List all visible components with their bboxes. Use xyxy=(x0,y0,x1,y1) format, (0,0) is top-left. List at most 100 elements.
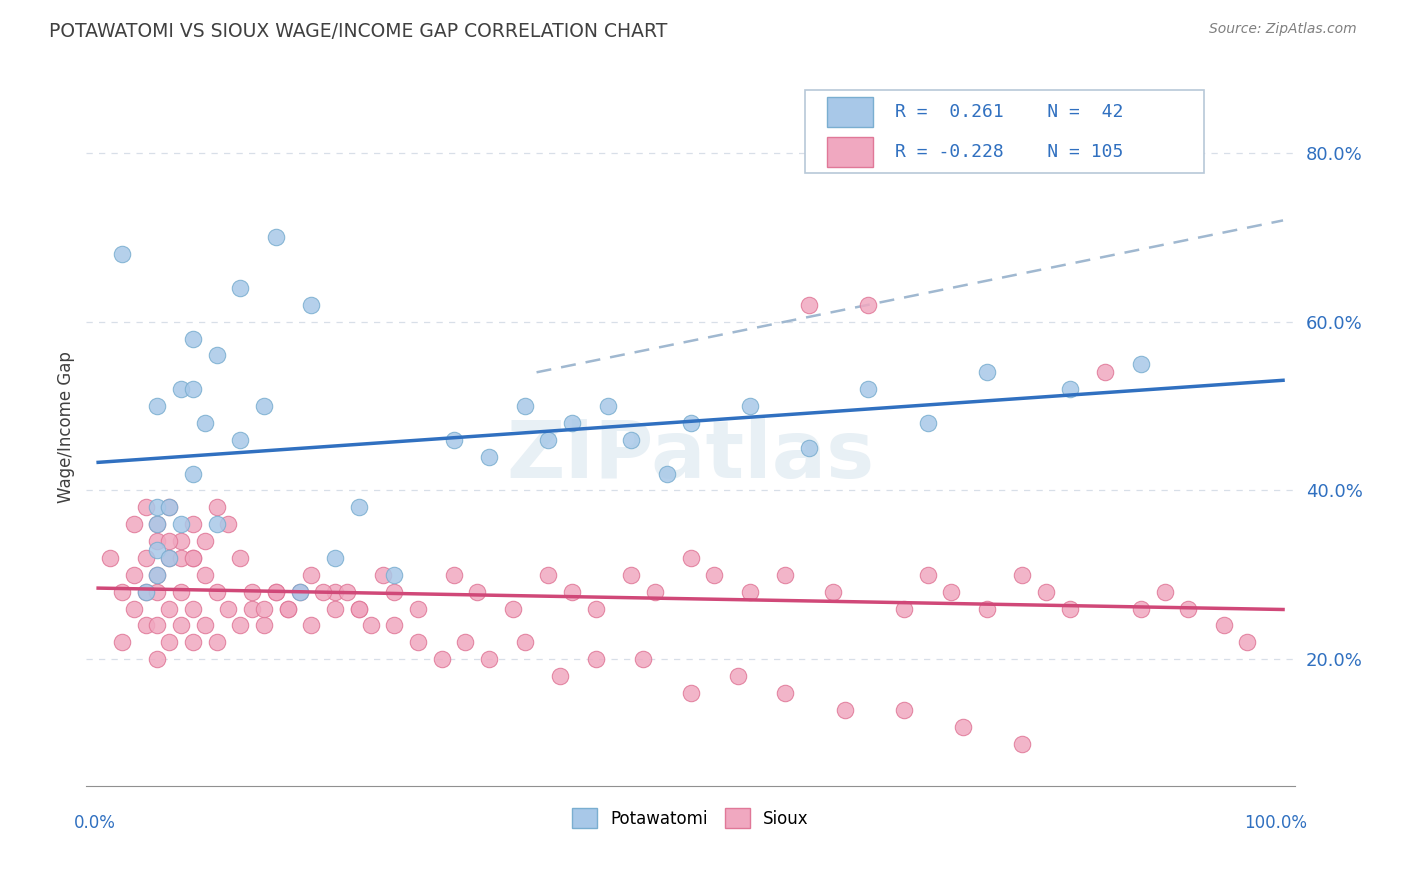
Point xyxy=(157,551,180,566)
Point xyxy=(738,399,761,413)
FancyBboxPatch shape xyxy=(806,90,1205,172)
Point xyxy=(157,500,180,515)
Point xyxy=(181,551,204,566)
Point xyxy=(146,567,169,582)
Text: R = -0.228    N = 105: R = -0.228 N = 105 xyxy=(894,143,1123,161)
Point xyxy=(548,669,571,683)
Point xyxy=(170,618,193,632)
Point xyxy=(620,433,643,447)
Point xyxy=(205,635,228,649)
Point xyxy=(135,618,157,632)
Point xyxy=(406,601,429,615)
Point xyxy=(146,517,169,532)
Point xyxy=(537,567,560,582)
Point xyxy=(288,584,311,599)
Point xyxy=(205,500,228,515)
Point xyxy=(478,652,501,666)
Point xyxy=(229,551,252,566)
Point xyxy=(679,416,702,430)
Point xyxy=(111,247,134,261)
Point xyxy=(194,567,217,582)
Point xyxy=(181,382,204,396)
Point xyxy=(299,618,322,632)
Point xyxy=(631,652,654,666)
Point xyxy=(264,230,287,244)
Point xyxy=(135,584,157,599)
Point xyxy=(797,298,820,312)
Point xyxy=(229,281,252,295)
Point xyxy=(194,416,217,430)
Point xyxy=(264,584,287,599)
Point xyxy=(513,635,536,649)
Point xyxy=(1212,618,1234,632)
Point xyxy=(146,584,169,599)
Point xyxy=(679,686,702,700)
Text: 0.0%: 0.0% xyxy=(75,814,117,832)
Point xyxy=(1153,584,1175,599)
Point xyxy=(323,551,346,566)
Point xyxy=(513,399,536,413)
Point xyxy=(502,601,524,615)
Point xyxy=(454,635,477,649)
Point xyxy=(181,551,204,566)
Point xyxy=(976,601,998,615)
Point xyxy=(561,416,583,430)
Point xyxy=(205,517,228,532)
Point xyxy=(277,601,299,615)
Point xyxy=(775,686,797,700)
Point xyxy=(1094,365,1116,379)
Point xyxy=(170,584,193,599)
Point xyxy=(157,551,180,566)
Text: ZIPatlas: ZIPatlas xyxy=(506,417,875,495)
Point xyxy=(170,551,193,566)
Point xyxy=(775,567,797,582)
Point xyxy=(347,601,370,615)
Point xyxy=(240,601,263,615)
Point xyxy=(170,534,193,549)
Point xyxy=(1059,382,1081,396)
Point xyxy=(146,534,169,549)
Y-axis label: Wage/Income Gap: Wage/Income Gap xyxy=(58,351,75,503)
Point xyxy=(596,399,619,413)
Point xyxy=(122,567,145,582)
Point xyxy=(347,500,370,515)
Point xyxy=(371,567,394,582)
Point xyxy=(194,618,217,632)
Point xyxy=(893,601,915,615)
Point xyxy=(1129,357,1152,371)
Point xyxy=(537,433,560,447)
Point xyxy=(952,720,974,734)
Point xyxy=(288,584,311,599)
Point xyxy=(194,534,217,549)
Point xyxy=(797,442,820,456)
Point xyxy=(135,500,157,515)
Legend: Potawatomi, Sioux: Potawatomi, Sioux xyxy=(565,801,815,835)
Point xyxy=(382,618,405,632)
Point xyxy=(1129,601,1152,615)
Point xyxy=(135,584,157,599)
Point xyxy=(146,567,169,582)
Point xyxy=(312,584,335,599)
Text: 100.0%: 100.0% xyxy=(1244,814,1308,832)
Point xyxy=(229,618,252,632)
Point xyxy=(253,399,276,413)
Point xyxy=(181,517,204,532)
Point xyxy=(277,601,299,615)
Point xyxy=(170,517,193,532)
Point xyxy=(146,500,169,515)
Point xyxy=(382,567,405,582)
Point xyxy=(122,517,145,532)
Point xyxy=(146,399,169,413)
Point xyxy=(858,298,880,312)
Point xyxy=(323,584,346,599)
Point xyxy=(382,584,405,599)
Point xyxy=(264,584,287,599)
Point xyxy=(620,567,643,582)
Point xyxy=(679,551,702,566)
Text: R =  0.261    N =  42: R = 0.261 N = 42 xyxy=(894,103,1123,121)
Point xyxy=(181,332,204,346)
Point xyxy=(122,601,145,615)
Point xyxy=(181,467,204,481)
Point xyxy=(157,601,180,615)
Point xyxy=(157,534,180,549)
